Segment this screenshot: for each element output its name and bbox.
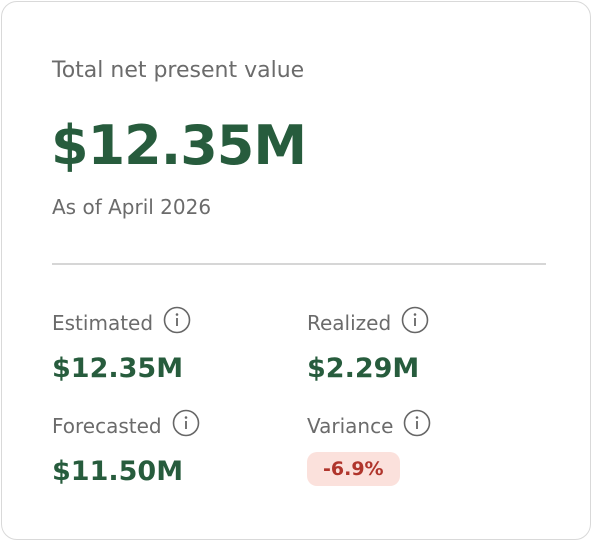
divider [52,263,546,265]
metric: Estimated $12.35M [52,306,191,384]
variance-badge: -6.9% [307,452,400,486]
metric-label-row: Estimated [52,306,191,339]
info-icon[interactable] [172,409,200,442]
metric: Forecasted $11.50M [52,409,200,487]
metric-label-row: Realized [307,306,429,339]
metric-value-wrap: $11.50M [52,456,200,487]
metric-label: Forecasted [52,413,162,438]
metric: Variance -6.9% [307,409,431,486]
info-icon[interactable] [163,306,191,339]
metric-value-wrap: $12.35M [52,353,191,384]
total-value: $12.35M [51,114,307,177]
metric-label: Realized [307,310,392,335]
info-icon[interactable] [403,409,431,442]
metric-label-row: Variance [307,409,431,442]
info-icon[interactable] [401,306,429,339]
metric-value-wrap: $2.29M [307,353,429,384]
metric-label-row: Forecasted [52,409,200,442]
metric: Realized $2.29M [307,306,429,384]
metric-value: $12.35M [52,353,184,384]
metric-value-wrap: -6.9% [307,442,431,486]
metric-label: Estimated [52,310,154,335]
card-title: Total net present value [52,58,305,83]
metric-label: Variance [307,413,394,438]
metric-value: $11.50M [52,456,184,487]
metric-value: $2.29M [307,353,420,384]
as-of-date: As of April 2026 [52,195,212,219]
